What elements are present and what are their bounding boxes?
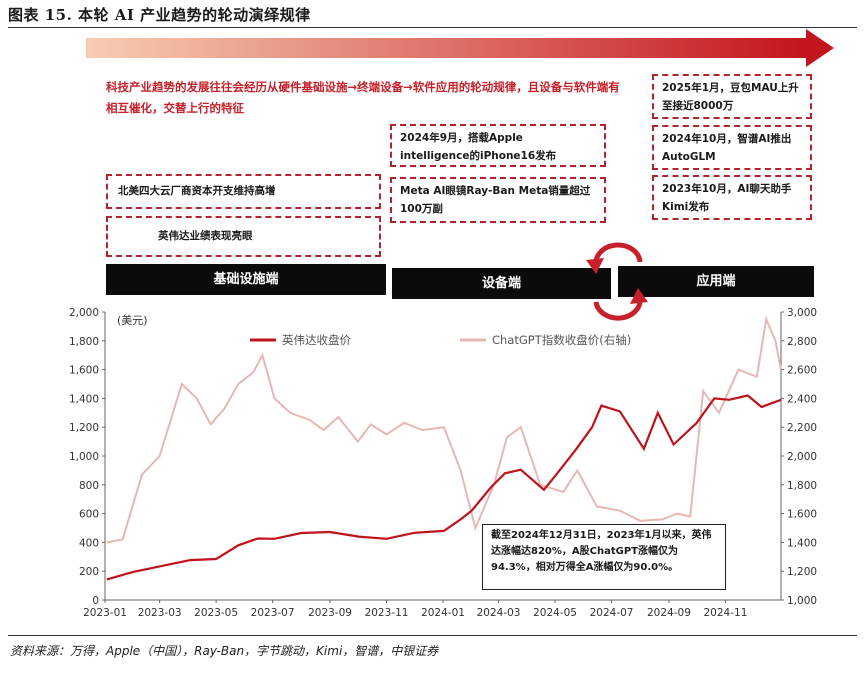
chart-annotation: 截至2024年12月31日，2023年1月以来，英伟达涨幅达820%，A股Cha… [482, 524, 726, 590]
x-tick-label: 2024-05 [533, 607, 577, 619]
figure-title: 图表 15. 本轮 AI 产业趋势的轮动演绎规律 [8, 6, 311, 24]
left-tick-label: 1,600 [69, 365, 99, 377]
x-tick-label: 2023-11 [365, 607, 409, 619]
x-tick-label: 2024-07 [590, 607, 634, 619]
device-note-iphone: 2024年9月，搭载Apple intelligence的iPhone16发布 [390, 124, 606, 167]
left-tick-label: 2,000 [69, 307, 99, 319]
right-tick-label: 1,400 [787, 537, 817, 549]
band-infrastructure: 基础设施端 [106, 264, 386, 295]
left-tick-label: 1,400 [69, 393, 99, 405]
left-tick-label: 1,800 [69, 336, 99, 348]
chatgpt-index-line [106, 315, 782, 544]
chart-area: 2,000 1,800 1,600 1,400 1,200 1,000 800 600 400 2… [69, 307, 817, 619]
infra-note-capex: 北美四大云厂商资本开支维持高增 [106, 174, 381, 209]
left-tick-label: 600 [79, 509, 99, 521]
left-tick-label: 0 [92, 595, 99, 607]
x-tick-label: 2023-09 [308, 607, 352, 619]
left-tick-label: 1,200 [69, 422, 99, 434]
x-tick-label: 2024-11 [704, 607, 748, 619]
title-rule [8, 27, 857, 28]
source-note: 资料来源：万得，Apple（中国），Ray-Ban，字节跳动，Kimi，智谱，中… [10, 644, 439, 658]
legend-label-nvidia: 英伟达收盘价 [282, 333, 351, 347]
right-tick-label: 1,000 [787, 595, 817, 607]
app-note-autoglm: 2024年10月，智谱AI推出AutoGLM [652, 125, 812, 170]
left-tick-label: 1,000 [69, 451, 99, 463]
right-tick-label: 2,000 [787, 451, 817, 463]
right-tick-label: 2,400 [787, 393, 817, 405]
right-tick-label: 2,600 [787, 365, 817, 377]
app-note-doubao: 2025年1月，豆包MAU上升至接近8000万 [652, 74, 812, 119]
left-tick-label: 200 [79, 566, 99, 578]
right-tick-label: 2,800 [787, 336, 817, 348]
right-tick-label: 1,800 [787, 480, 817, 492]
left-tick-label: 800 [79, 480, 99, 492]
legend-label-chatgpt: ChatGPT指数收盘价(右轴) [492, 333, 631, 347]
nvidia-price-line [106, 394, 782, 581]
trend-arrow [86, 29, 834, 67]
x-tick-label: 2024-01 [421, 607, 465, 619]
cycle-arrows [586, 242, 648, 321]
app-note-kimi: 2023年10月，AI聊天助手Kimi发布 [652, 175, 812, 220]
x-tick-label: 2023-01 [83, 607, 127, 619]
y-axis-unit: (美元) [117, 314, 148, 327]
right-tick-label: 2,200 [787, 422, 817, 434]
left-tick-label: 400 [79, 537, 99, 549]
x-tick-label: 2023-05 [194, 607, 238, 619]
bottom-rule [8, 635, 857, 636]
x-tick-label: 2023-07 [251, 607, 295, 619]
intro-text: 科技产业趋势的发展往往会经历从硬件基础设施→终端设备→软件应用的轮动规律，且设备… [106, 80, 620, 115]
right-tick-label: 3,000 [787, 307, 817, 319]
x-tick-label: 2024-09 [647, 607, 691, 619]
x-tick-label: 2024-03 [477, 607, 521, 619]
device-note-rayban: Meta AI眼镜Ray-Ban Meta销量超过100万副 [390, 177, 606, 223]
right-tick-label: 1,600 [787, 509, 817, 521]
x-tick-label: 2023-03 [138, 607, 182, 619]
band-application: 应用端 [618, 266, 814, 297]
infra-note-nvidia: 英伟达业绩表现亮眼 [106, 216, 381, 257]
right-tick-label: 1,200 [787, 566, 817, 578]
band-device: 设备端 [392, 268, 611, 299]
